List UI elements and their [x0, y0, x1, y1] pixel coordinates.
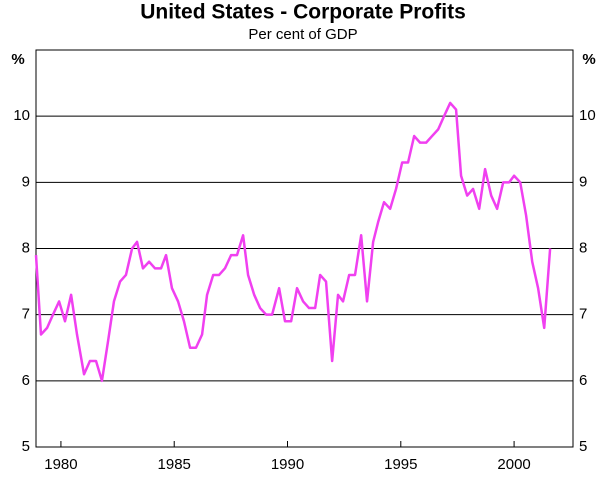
chart-subtitle: Per cent of GDP: [248, 26, 357, 43]
y-tick-label: 8: [22, 239, 30, 256]
y-tick-label: 6: [22, 372, 30, 389]
y-tick-label: 10: [13, 107, 30, 124]
line-series: [34, 101, 552, 383]
plot-frame: [35, 49, 574, 448]
y-unit-left: %: [11, 51, 24, 68]
y2-tick-label: 7: [579, 306, 587, 323]
y2-tick-label: 10: [579, 107, 596, 124]
chart-title: United States - Corporate Profits: [140, 1, 466, 24]
y-unit-right: %: [582, 51, 595, 68]
y-tick-label: 5: [22, 438, 30, 455]
y2-tick-label: 9: [579, 173, 587, 190]
y2-tick-label: 5: [579, 438, 587, 455]
y-tick-label: 7: [22, 306, 30, 323]
y2-tick-label: 8: [579, 239, 587, 256]
x-tick-label: 1995: [384, 456, 417, 473]
x-tick-label: 2000: [497, 456, 530, 473]
y2-tick-label: 6: [579, 372, 587, 389]
x-tick-label: 1990: [271, 456, 304, 473]
x-tick-label: 1985: [158, 456, 191, 473]
y-tick-label: 9: [22, 173, 30, 190]
x-tick-label: 1980: [44, 456, 77, 473]
